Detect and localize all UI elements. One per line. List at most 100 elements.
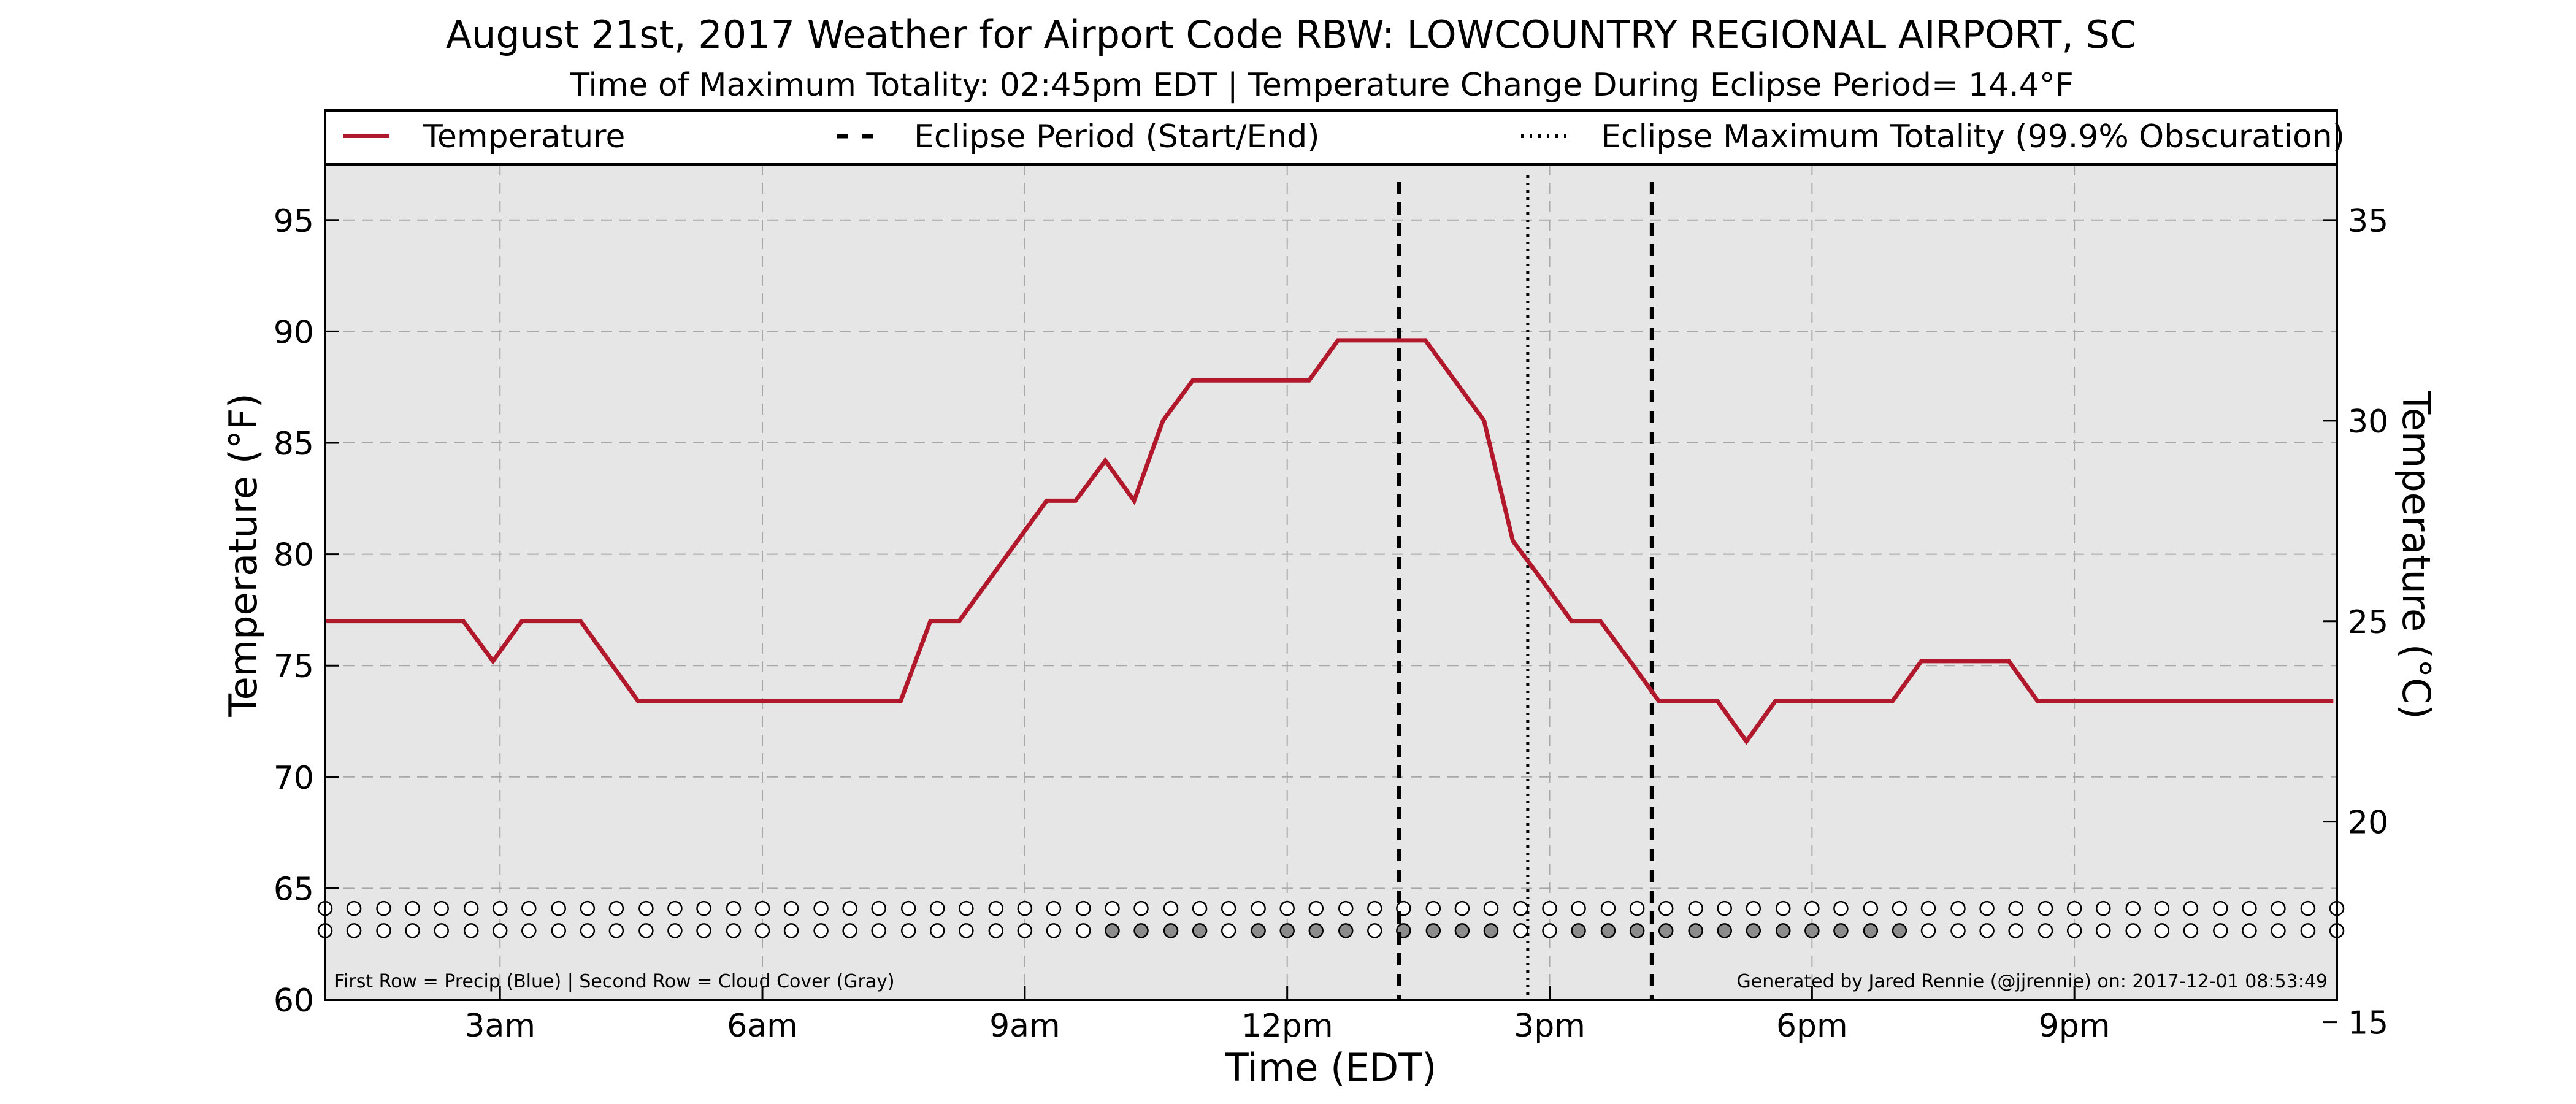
precip-marker	[871, 900, 886, 916]
precip-marker	[1046, 900, 1062, 916]
x-tick-labels: 3am 6am 9am 12pm 3pm 6pm 9pm	[464, 986, 2110, 1045]
precip-marker	[1513, 900, 1528, 916]
cloud-cover-marker	[1863, 923, 1879, 938]
cloud-cover-marker	[434, 923, 449, 938]
y-axis-label-left: Temperature (°F)	[221, 393, 266, 717]
cloud-cover-marker	[492, 923, 508, 938]
cloud-cover-marker	[1629, 923, 1645, 938]
cloud-cover-marker	[580, 923, 596, 938]
precip-marker	[1425, 900, 1441, 916]
x-tick-label: 6pm	[1776, 1008, 1848, 1045]
cloud-cover-marker	[2066, 923, 2082, 938]
chart-subtitle: Time of Maximum Totality: 02:45pm EDT | …	[569, 67, 2074, 104]
precip-marker	[1688, 900, 1703, 916]
cloud-cover-marker	[1425, 923, 1441, 938]
precip-marker	[434, 900, 449, 916]
precip-marker	[405, 900, 420, 916]
cloud-cover-marker	[2271, 923, 2286, 938]
precip-marker	[930, 900, 945, 916]
cloud-cover-marker	[521, 923, 537, 938]
precip-marker	[2037, 900, 2053, 916]
precip-marker	[1950, 900, 1966, 916]
precip-marker	[1833, 900, 1849, 916]
cloud-cover-marker	[1513, 923, 1528, 938]
precip-marker	[1920, 900, 1936, 916]
precip-marker	[2242, 900, 2257, 916]
precip-marker	[1251, 900, 1266, 916]
y-tick-label: 90	[274, 314, 314, 351]
precip-marker	[1483, 900, 1499, 916]
cloud-cover-marker	[1979, 923, 1995, 938]
precip-marker	[900, 900, 916, 916]
precip-marker	[1542, 900, 1557, 916]
temperature-series	[325, 338, 2334, 745]
cloud-cover-marker	[346, 923, 362, 938]
precip-marker	[667, 900, 683, 916]
cloud-cover-marker	[551, 923, 567, 938]
cloud-cover-marker	[1658, 923, 1674, 938]
y-right-tick-label: 15	[2348, 1005, 2388, 1042]
precip-marker	[783, 900, 799, 916]
y-right-tick-label: 35	[2348, 203, 2388, 240]
precip-marker	[1279, 900, 1295, 916]
chart-title: August 21st, 2017 Weather for Airport Co…	[446, 12, 2137, 57]
cloud-cover-marker	[1338, 923, 1354, 938]
precip-marker	[1454, 900, 1470, 916]
cloud-cover-marker	[988, 923, 1004, 938]
cloud-cover-marker	[376, 923, 391, 938]
precip-marker	[608, 900, 624, 916]
cloud-cover-marker	[2008, 923, 2023, 938]
cloud-cover-marker	[1105, 923, 1120, 938]
cloud-cover-marker	[1221, 923, 1236, 938]
observation-markers	[317, 900, 2345, 938]
y-tick-label: 75	[274, 648, 314, 685]
cloud-cover-marker	[667, 923, 683, 938]
footer-left-note: First Row = Precip (Blue) | Second Row =…	[334, 971, 895, 992]
cloud-cover-marker	[1717, 923, 1732, 938]
precip-marker	[2213, 900, 2228, 916]
cloud-cover-marker	[2213, 923, 2228, 938]
y-tick-label: 60	[274, 983, 314, 1019]
precip-marker	[1308, 900, 1324, 916]
cloud-cover-marker	[871, 923, 886, 938]
cloud-cover-marker	[813, 923, 829, 938]
cloud-cover-marker	[696, 923, 711, 938]
precip-marker	[2183, 900, 2199, 916]
legend: Temperature Eclipse Period (Start/End) E…	[324, 109, 2345, 166]
precip-marker	[492, 900, 508, 916]
legend-temperature-label: Temperature	[423, 118, 625, 155]
precip-marker	[813, 900, 829, 916]
cloud-cover-marker	[1776, 923, 1791, 938]
cloud-cover-marker	[1892, 923, 1907, 938]
precip-marker	[1629, 900, 1645, 916]
cloud-cover-marker	[1046, 923, 1062, 938]
precip-marker	[551, 900, 567, 916]
cloud-cover-marker	[1192, 923, 1208, 938]
cloud-cover-marker	[1542, 923, 1557, 938]
cloud-cover-marker	[1367, 923, 1382, 938]
cloud-cover-marker	[930, 923, 945, 938]
y-tick-label: 65	[274, 871, 314, 908]
cloud-cover-marker	[726, 923, 742, 938]
precip-marker	[346, 900, 362, 916]
cloud-cover-marker	[2242, 923, 2257, 938]
precip-marker	[1892, 900, 1907, 916]
y-right-tick-label: 20	[2348, 805, 2388, 841]
precip-marker	[1192, 900, 1208, 916]
y-tick-label: 80	[274, 537, 314, 574]
eclipse-period-lines	[1397, 175, 1654, 1000]
precip-marker	[1600, 900, 1616, 916]
x-tick-label: 9am	[989, 1008, 1060, 1045]
cloud-cover-marker	[2300, 923, 2316, 938]
x-axis-label: Time (EDT)	[1225, 1045, 1437, 1090]
cloud-cover-marker	[1454, 923, 1470, 938]
x-tick-label: 3am	[464, 1008, 535, 1045]
y-axis-label-right: Temperature (°C)	[2394, 390, 2439, 719]
precip-marker	[1571, 900, 1586, 916]
cloud-cover-marker	[1133, 923, 1149, 938]
precip-marker	[1979, 900, 1995, 916]
cloud-cover-marker	[1600, 923, 1616, 938]
precip-marker	[2154, 900, 2170, 916]
precip-marker	[2271, 900, 2286, 916]
